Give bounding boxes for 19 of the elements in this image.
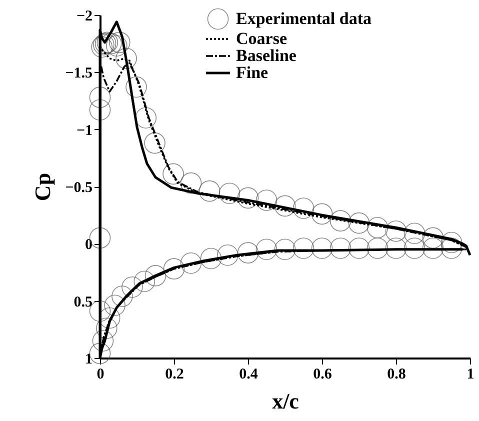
legend-label: Baseline xyxy=(236,46,297,65)
y-tick-label: −1 xyxy=(76,122,92,139)
x-tick-label: 0.4 xyxy=(239,366,258,382)
y-tick-label: 0.5 xyxy=(74,294,92,310)
legend-label: Experimental data xyxy=(236,9,372,28)
y-tick-label: −0.5 xyxy=(65,180,92,196)
x-tick-label: 1 xyxy=(466,366,474,382)
legend-label: Fine xyxy=(236,63,269,82)
legend-label: Coarse xyxy=(236,29,288,48)
x-tick-label: 0.6 xyxy=(313,366,332,382)
x-tick-label: 0 xyxy=(96,366,104,382)
x-tick-label: 0.8 xyxy=(387,366,406,382)
y-tick-label: 0 xyxy=(85,237,92,254)
y-tick-label: 1 xyxy=(85,352,92,368)
y-tick-label: −1.5 xyxy=(65,66,92,82)
x-tick-label: 0.2 xyxy=(165,366,184,382)
x-axis-title: x/c xyxy=(272,388,300,414)
y-tick-label: −2 xyxy=(76,8,92,24)
y-axis-title: Cp xyxy=(30,172,56,202)
